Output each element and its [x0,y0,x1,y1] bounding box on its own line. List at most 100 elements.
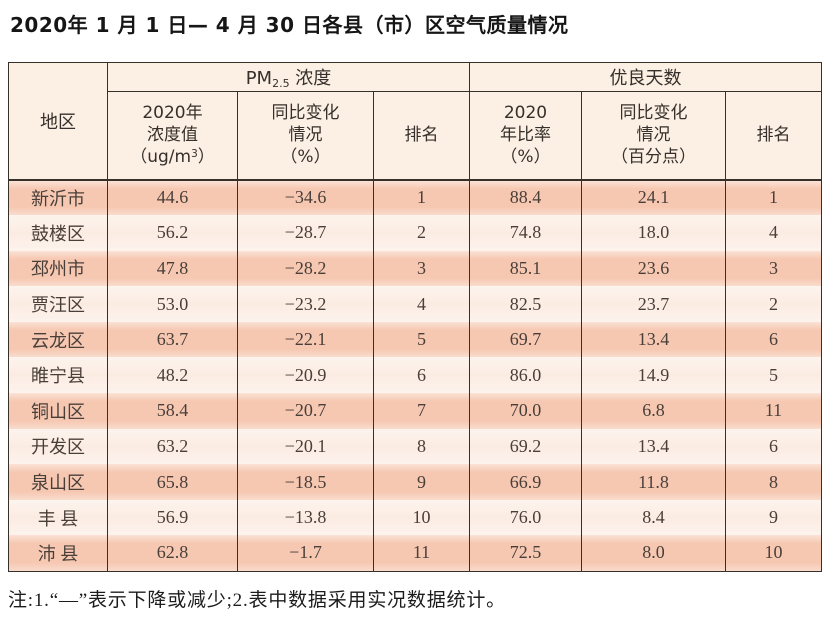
pm-rank-cell: 4 [373,286,470,322]
table-row: 睢宁县 48.2 −20.9 6 86.0 14.9 5 [8,357,822,394]
region-cell: 鼓楼区 [8,215,108,251]
pm-change-cell: −34.6 [237,179,374,216]
header-pm-rank: 排名 [373,91,470,181]
good-ratio-cell: 88.4 [469,179,582,216]
pm-rank-cell: 7 [373,393,470,429]
pm-rank-cell: 2 [373,215,470,251]
good-change-cell: 24.1 [581,179,726,216]
air-quality-table: 地区 PM2.5 浓度 优良天数 2020年 浓度值 （ug/m3） 同比变化 … [8,62,823,572]
header-group-good-days: 优良天数 [468,62,822,92]
table-row: 新沂市 44.6 −34.6 1 88.4 24.1 1 [8,179,822,216]
pm-rank-cell: 10 [373,499,470,536]
header-sub-row: 2020年 浓度值 （ug/m3） 同比变化 情况 （%） 排名 2020 年比… [9,91,822,181]
good-rank-cell: 6 [724,321,822,358]
header-line: 情况 [636,125,671,146]
good-ratio-cell: 72.5 [469,535,582,572]
pm-value-cell: 47.8 [107,250,238,287]
pm-label-text: 浓度 [289,68,332,89]
header-good-change: 同比变化 情况 （百分点） [581,91,726,181]
good-change-cell: 18.0 [581,215,726,251]
pm-value-cell: 53.0 [107,286,238,322]
pm-rank-cell: 3 [373,250,470,287]
good-ratio-cell: 76.0 [469,499,582,536]
good-change-cell: 8.4 [581,499,726,536]
pm-value-cell: 65.8 [107,464,238,500]
good-ratio-cell: 70.0 [469,393,582,429]
header-region: 地区 [8,62,108,181]
header-group-row: 地区 PM2.5 浓度 优良天数 [8,62,822,181]
table-row: 云龙区 63.7 −22.1 5 69.7 13.4 6 [8,321,822,358]
header-unit-line: （百分点） [611,147,696,168]
good-rank-cell: 6 [724,428,822,465]
pm-value-cell: 63.7 [107,321,238,358]
unit-text: ） [197,147,215,168]
unit-superscript: 3 [191,148,198,161]
good-change-cell: 8.0 [581,535,726,572]
table-header: 地区 PM2.5 浓度 优良天数 2020年 浓度值 （ug/m3） 同比变化 … [8,62,822,181]
table-row: 鼓楼区 56.2 −28.7 2 74.8 18.0 4 [8,215,822,251]
good-ratio-cell: 66.9 [469,464,582,500]
pm-change-cell: −28.7 [237,215,374,251]
good-rank-cell: 4 [724,215,822,251]
table-row: 邳州市 47.8 −28.2 3 85.1 23.6 3 [8,250,822,287]
good-change-cell: 23.6 [581,250,726,287]
pm-value-cell: 62.8 [107,535,238,572]
good-ratio-cell: 85.1 [469,250,582,287]
good-change-cell: 13.4 [581,428,726,465]
region-cell: 贾汪区 [8,286,108,322]
header-line: 浓度值 [147,125,198,146]
pm-change-cell: −23.2 [237,286,374,322]
header-unit-line: （%） [500,147,551,168]
header-unit-line: （%） [280,147,331,168]
pm-change-cell: −22.1 [237,321,374,358]
good-rank-cell: 11 [724,393,822,429]
good-change-cell: 14.9 [581,357,726,394]
pm-change-cell: −1.7 [237,535,374,572]
good-rank-cell: 9 [724,499,822,536]
good-ratio-cell: 82.5 [469,286,582,322]
header-unit-line: （ug/m3） [108,146,237,168]
header-line: 2020 [503,102,548,123]
header-line: 情况 [288,125,323,146]
good-rank-cell: 1 [724,179,822,216]
header-line: 同比变化 [619,102,688,123]
pm-value-cell: 56.2 [107,215,238,251]
header-pm-value: 2020年 浓度值 （ug/m3） [107,91,238,181]
good-ratio-cell: 86.0 [469,357,582,394]
good-change-cell: 6.8 [581,393,726,429]
pm-base-text: PM [245,68,273,89]
header-group-pm25: PM2.5 浓度 [107,62,470,92]
region-cell: 睢宁县 [8,357,108,394]
region-cell: 云龙区 [8,321,108,358]
header-good-rank: 排名 [724,91,822,181]
region-cell: 丰 县 [8,499,108,536]
pm-rank-cell: 9 [373,464,470,500]
pm-change-cell: −18.5 [237,464,374,500]
table-row: 丰 县 56.9 −13.8 10 76.0 8.4 9 [8,499,822,536]
region-cell: 泉山区 [8,464,108,500]
region-cell: 沛 县 [8,535,108,572]
pm-value-cell: 44.6 [107,179,238,216]
good-rank-cell: 2 [724,286,822,322]
pm-change-cell: −20.1 [237,428,374,465]
table-row: 铜山区 58.4 −20.7 7 70.0 6.8 11 [8,393,822,429]
pm-value-cell: 63.2 [107,428,238,465]
pm-change-cell: −20.7 [237,393,374,429]
table-row: 沛 县 62.8 −1.7 11 72.5 8.0 10 [8,535,822,572]
good-rank-cell: 8 [724,464,822,500]
good-rank-cell: 3 [724,250,822,287]
header-line: 年比率 [500,125,551,146]
header-good-ratio: 2020 年比率 （%） [469,91,582,181]
region-cell: 开发区 [8,428,108,465]
pm-change-cell: −20.9 [237,357,374,394]
pm-rank-cell: 8 [373,428,470,465]
pm-rank-cell: 5 [373,321,470,358]
pm-change-cell: −28.2 [237,250,374,287]
pm-rank-cell: 6 [373,357,470,394]
unit-text: （ug/m [130,147,192,168]
page-title: 2020年 1 月 1 日— 4 月 30 日各县（市）区空气质量情况 [10,13,569,37]
pm-value-cell: 56.9 [107,499,238,536]
region-cell: 邳州市 [8,250,108,287]
pm-subscript-text: 2.5 [272,77,290,90]
good-ratio-cell: 69.2 [469,428,582,465]
